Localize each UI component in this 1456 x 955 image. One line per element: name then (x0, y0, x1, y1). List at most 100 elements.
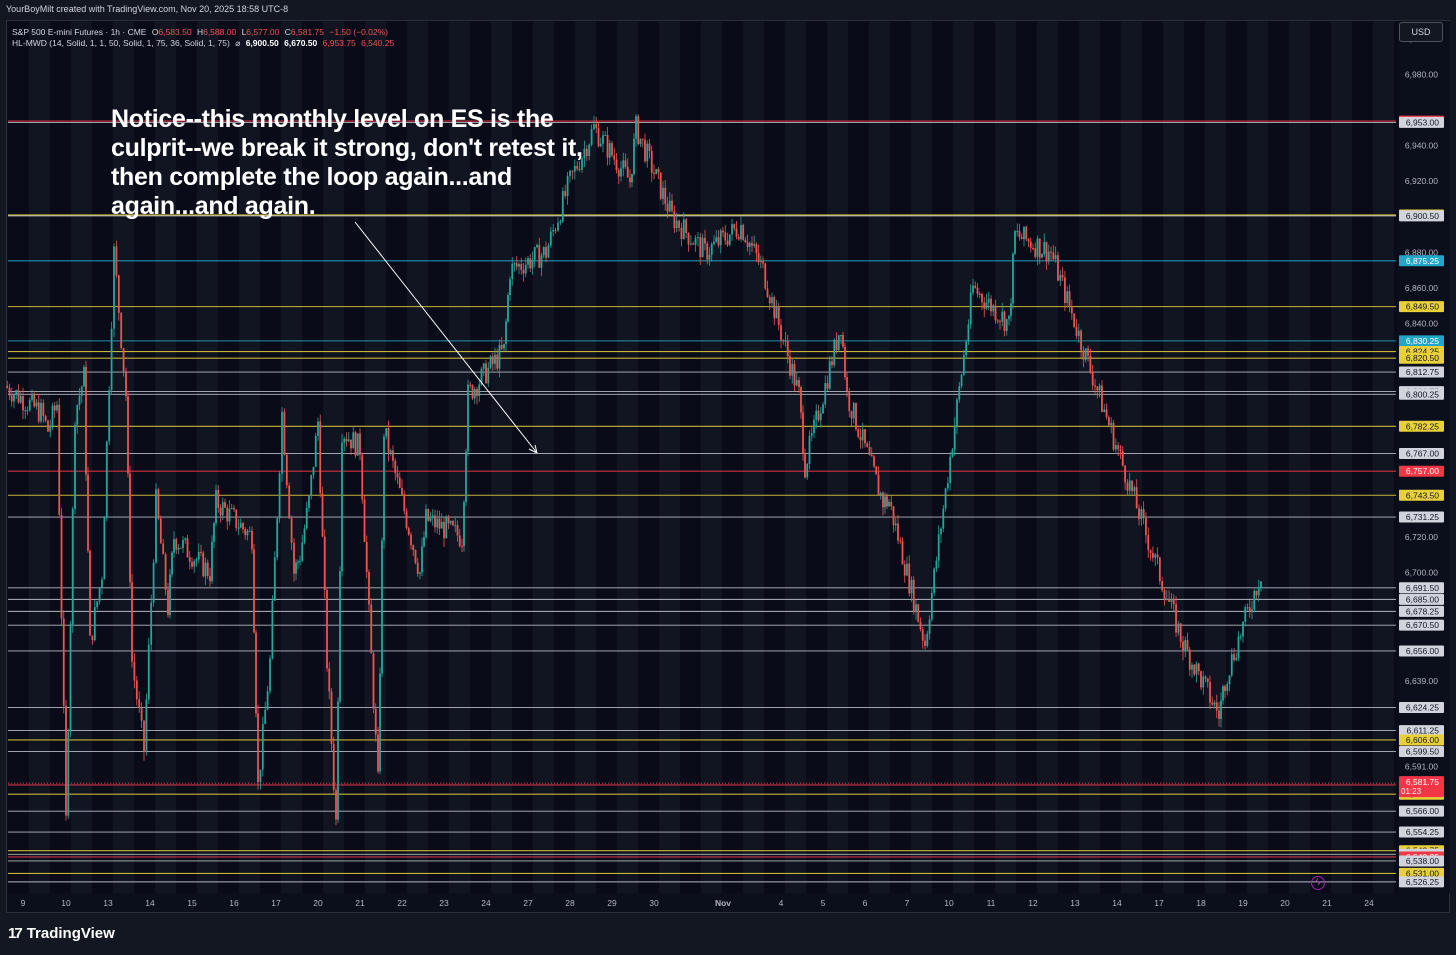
background-band (1121, 21, 1142, 893)
background-band (50, 21, 71, 893)
candle-body (527, 258, 529, 265)
candle-body (1186, 640, 1189, 650)
price-level-label-bg (1399, 116, 1444, 128)
candle-body (85, 367, 87, 475)
price-level-label-bg (1399, 805, 1444, 817)
candle-body (317, 421, 319, 436)
candle-body (573, 166, 576, 172)
candle-body (1145, 517, 1147, 536)
candle-body (273, 557, 276, 601)
candle-body (179, 547, 182, 549)
price-level-label: 6,624.25 (1406, 702, 1439, 712)
candle-body (764, 263, 767, 289)
candle-body (264, 709, 267, 725)
candle-body (1124, 465, 1127, 483)
candle-body (305, 507, 308, 529)
candle-body (1047, 251, 1050, 262)
background-band (281, 21, 302, 893)
candle-body (569, 170, 571, 177)
background-band (869, 21, 890, 893)
candle-body (1248, 607, 1251, 612)
candle-body (828, 361, 831, 389)
candle-body (840, 335, 842, 337)
candle-body (581, 158, 583, 170)
background-band (512, 21, 533, 893)
background-band (743, 21, 764, 893)
indicator-legend[interactable]: HL-MWD (14, Solid, 1, 1, 50, Solid, 1, 7… (12, 38, 397, 49)
candle-body (1244, 607, 1247, 622)
price-level-label-bg (1399, 255, 1444, 267)
candle-body (746, 242, 749, 247)
candle-body (662, 187, 664, 199)
candle-body (253, 549, 255, 633)
last-price-value: 6,581.75 (1406, 777, 1439, 787)
background-band (1184, 21, 1205, 893)
candle-body (191, 561, 193, 567)
candle-body (554, 229, 557, 231)
price-level-label: 6,900.50 (1406, 211, 1439, 221)
candle-body (728, 234, 731, 245)
background-band (386, 21, 407, 893)
candle-body (1172, 598, 1175, 605)
candle-body (1043, 242, 1046, 255)
candle-body (1050, 251, 1052, 253)
background-band (8, 21, 29, 893)
candle-body (549, 231, 552, 246)
candle-body (370, 604, 373, 654)
background-band (428, 21, 449, 893)
candle-body (646, 143, 649, 162)
tradingview-logo[interactable]: 17 TradingView (8, 925, 115, 942)
candle-body (802, 412, 804, 455)
candle-body (173, 539, 175, 553)
candle-body (1161, 581, 1164, 591)
time-axis-tick: 13 (103, 898, 113, 908)
flash-icon[interactable]: ϟ (1311, 876, 1325, 890)
candle-body (421, 546, 423, 573)
candle-body (626, 166, 629, 178)
candle-body (1163, 590, 1166, 600)
candle-body (1197, 663, 1200, 672)
candle-body (381, 540, 383, 674)
price-level-label-bg (1399, 420, 1444, 432)
candle-body (892, 506, 895, 526)
time-axis-tick: 10 (61, 898, 71, 908)
candle-body (449, 521, 452, 524)
currency-button[interactable]: USD (1399, 22, 1443, 42)
candle-body (824, 383, 827, 405)
candle-body (915, 604, 917, 612)
background-band (1016, 21, 1037, 893)
candle-body (994, 305, 997, 321)
candle-body (888, 501, 890, 507)
candle-body (536, 244, 538, 248)
time-axis-tick: 10 (944, 898, 954, 908)
candle-body (713, 241, 715, 245)
candle-body (485, 363, 487, 384)
candle-body (293, 542, 295, 574)
candle-body (919, 621, 922, 630)
time-axis-tick: 24 (481, 898, 491, 908)
candle-body (559, 221, 562, 223)
background-band (1037, 21, 1058, 893)
candle-body (51, 405, 54, 426)
candle-body (597, 127, 600, 147)
candle-body (42, 402, 45, 416)
candle-body (1175, 604, 1177, 633)
candle-body (509, 279, 511, 296)
candle-body (489, 356, 492, 368)
candle-body (15, 390, 18, 395)
candle-body (744, 239, 747, 243)
time-axis-tick: 27 (523, 898, 533, 908)
candle-body (731, 224, 733, 235)
candle-body (133, 661, 136, 681)
background-band (1142, 21, 1163, 893)
candle-body (354, 432, 357, 456)
candle-body (694, 237, 697, 245)
price-axis-tick: 6,860.00 (1405, 283, 1438, 293)
background-band (596, 21, 617, 893)
candle-body (1025, 226, 1028, 240)
candle-body (361, 454, 364, 500)
time-axis-tick: 18 (1196, 898, 1206, 908)
candle-body (1126, 482, 1129, 491)
candle-body (452, 521, 454, 526)
